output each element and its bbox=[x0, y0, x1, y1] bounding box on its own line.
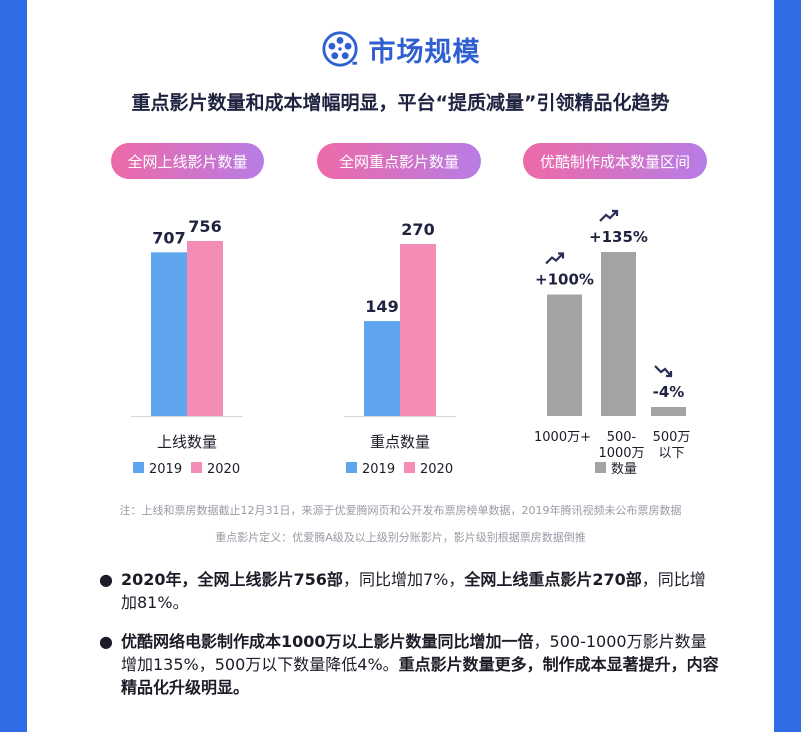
pill-key-films: 全网重点影片数量 bbox=[317, 143, 481, 179]
legend-swatch-cost bbox=[595, 462, 606, 473]
trend-down-icon bbox=[654, 365, 673, 378]
page-subtitle: 重点影片数量和成本增幅明显，平台“提质减量”引领精品化趋势 bbox=[131, 92, 670, 114]
legend-label-cost: 数量 bbox=[611, 462, 637, 477]
trend-up-icon bbox=[545, 252, 565, 265]
bullet-1-part-2: ，同比增加7%， bbox=[342, 570, 465, 589]
bar-cost-1 bbox=[547, 294, 582, 416]
pill-online-films: 全网上线影片数量 bbox=[111, 143, 264, 179]
legend-label-key-2019: 2019 bbox=[362, 462, 395, 477]
legend-label-key-2020: 2020 bbox=[420, 462, 453, 477]
legend-swatch-online-2019 bbox=[133, 462, 144, 473]
bar-key-2020 bbox=[400, 244, 436, 416]
bullet-dot-icon: ● bbox=[99, 570, 113, 589]
bar-key-2019 bbox=[364, 321, 400, 416]
page-title: 市场规模 bbox=[368, 36, 481, 68]
bar-cost-2 bbox=[601, 252, 636, 416]
bullet-2-part-3: 重点影片数量更多，制作成本显著提升，内容精品化升级明显。 bbox=[121, 655, 719, 697]
bullet-2-part-2: ，500-1000万影片数量增加135%，500万以下数量降低4%。 bbox=[121, 632, 707, 674]
infographic-card: 市场规模 重点影片数量和成本增幅明显，平台“提质减量”引领精品化趋势 全网上线影… bbox=[27, 0, 774, 732]
category-label-1-1: 1000万+ bbox=[534, 430, 591, 445]
data-label-online-2019: 707 bbox=[152, 228, 185, 247]
category-label-3-1: 500万 bbox=[653, 430, 691, 445]
legend-swatch-key-2020 bbox=[404, 462, 415, 473]
bullet-2-part-1: 优酷网络电影制作成本1000万以上影片数量同比增加一倍 bbox=[121, 632, 534, 651]
pill-youku-cost-range: 优酷制作成本数量区间 bbox=[523, 143, 707, 179]
trend-up-icon bbox=[599, 209, 619, 222]
data-label-online-2020: 756 bbox=[188, 217, 221, 236]
data-label-key-2019: 149 bbox=[365, 297, 398, 316]
bullet-dot-icon: ● bbox=[99, 632, 113, 651]
film-reel-icon bbox=[321, 31, 358, 67]
category-label-2-1: 500- bbox=[607, 430, 637, 445]
bullet-text: 2020年，全网上线影片756部，同比增加7%，全网上线重点影片270部，同比增… bbox=[121, 568, 719, 614]
bullet-1-part-3: 全网上线重点影片270部 bbox=[464, 570, 642, 589]
data-label-key-2020: 270 bbox=[401, 220, 434, 239]
xlabel-online: 上线数量 bbox=[157, 433, 217, 451]
xlabel-key: 重点数量 bbox=[370, 433, 430, 451]
bar-online-2019 bbox=[151, 252, 187, 416]
category-label-3-2: 以下 bbox=[658, 446, 684, 461]
change-label-3: -4% bbox=[653, 383, 685, 401]
bullet-item: ● 优酷网络电影制作成本1000万以上影片数量同比增加一倍，500-1000万影… bbox=[99, 630, 719, 699]
change-label-2: +135% bbox=[589, 228, 648, 246]
bullet-1-part-4: ，同比增加81%。 bbox=[121, 570, 706, 612]
bullet-text: 优酷网络电影制作成本1000万以上影片数量同比增加一倍，500-1000万影片数… bbox=[121, 630, 719, 699]
bullet-list: ● 2020年，全网上线影片756部，同比增加7%，全网上线重点影片270部，同… bbox=[99, 568, 719, 715]
legend-label-online-2019: 2019 bbox=[149, 462, 182, 477]
note-source: 注：上线和票房数据截止12月31日，来源于优爱腾网页和公开发布票房榜单数据，20… bbox=[119, 504, 682, 517]
bar-cost-3 bbox=[651, 407, 686, 416]
bar-online-2020 bbox=[187, 241, 223, 416]
bullet-item: ● 2020年，全网上线影片756部，同比增加7%，全网上线重点影片270部，同… bbox=[99, 568, 719, 614]
category-label-2-2: 1000万 bbox=[598, 446, 644, 461]
bullet-1-part-1: 2020年，全网上线影片756部 bbox=[121, 570, 343, 589]
legend-label-online-2020: 2020 bbox=[207, 462, 240, 477]
legend-swatch-key-2019 bbox=[346, 462, 357, 473]
change-label-1: +100% bbox=[535, 271, 594, 289]
title-row: 市场规模 bbox=[27, 28, 774, 70]
legend-swatch-online-2020 bbox=[191, 462, 202, 473]
note-definition: 重点影片定义：优爱腾A级及以上级别分账影片，影片级别根据票房数据倒推 bbox=[215, 531, 586, 544]
